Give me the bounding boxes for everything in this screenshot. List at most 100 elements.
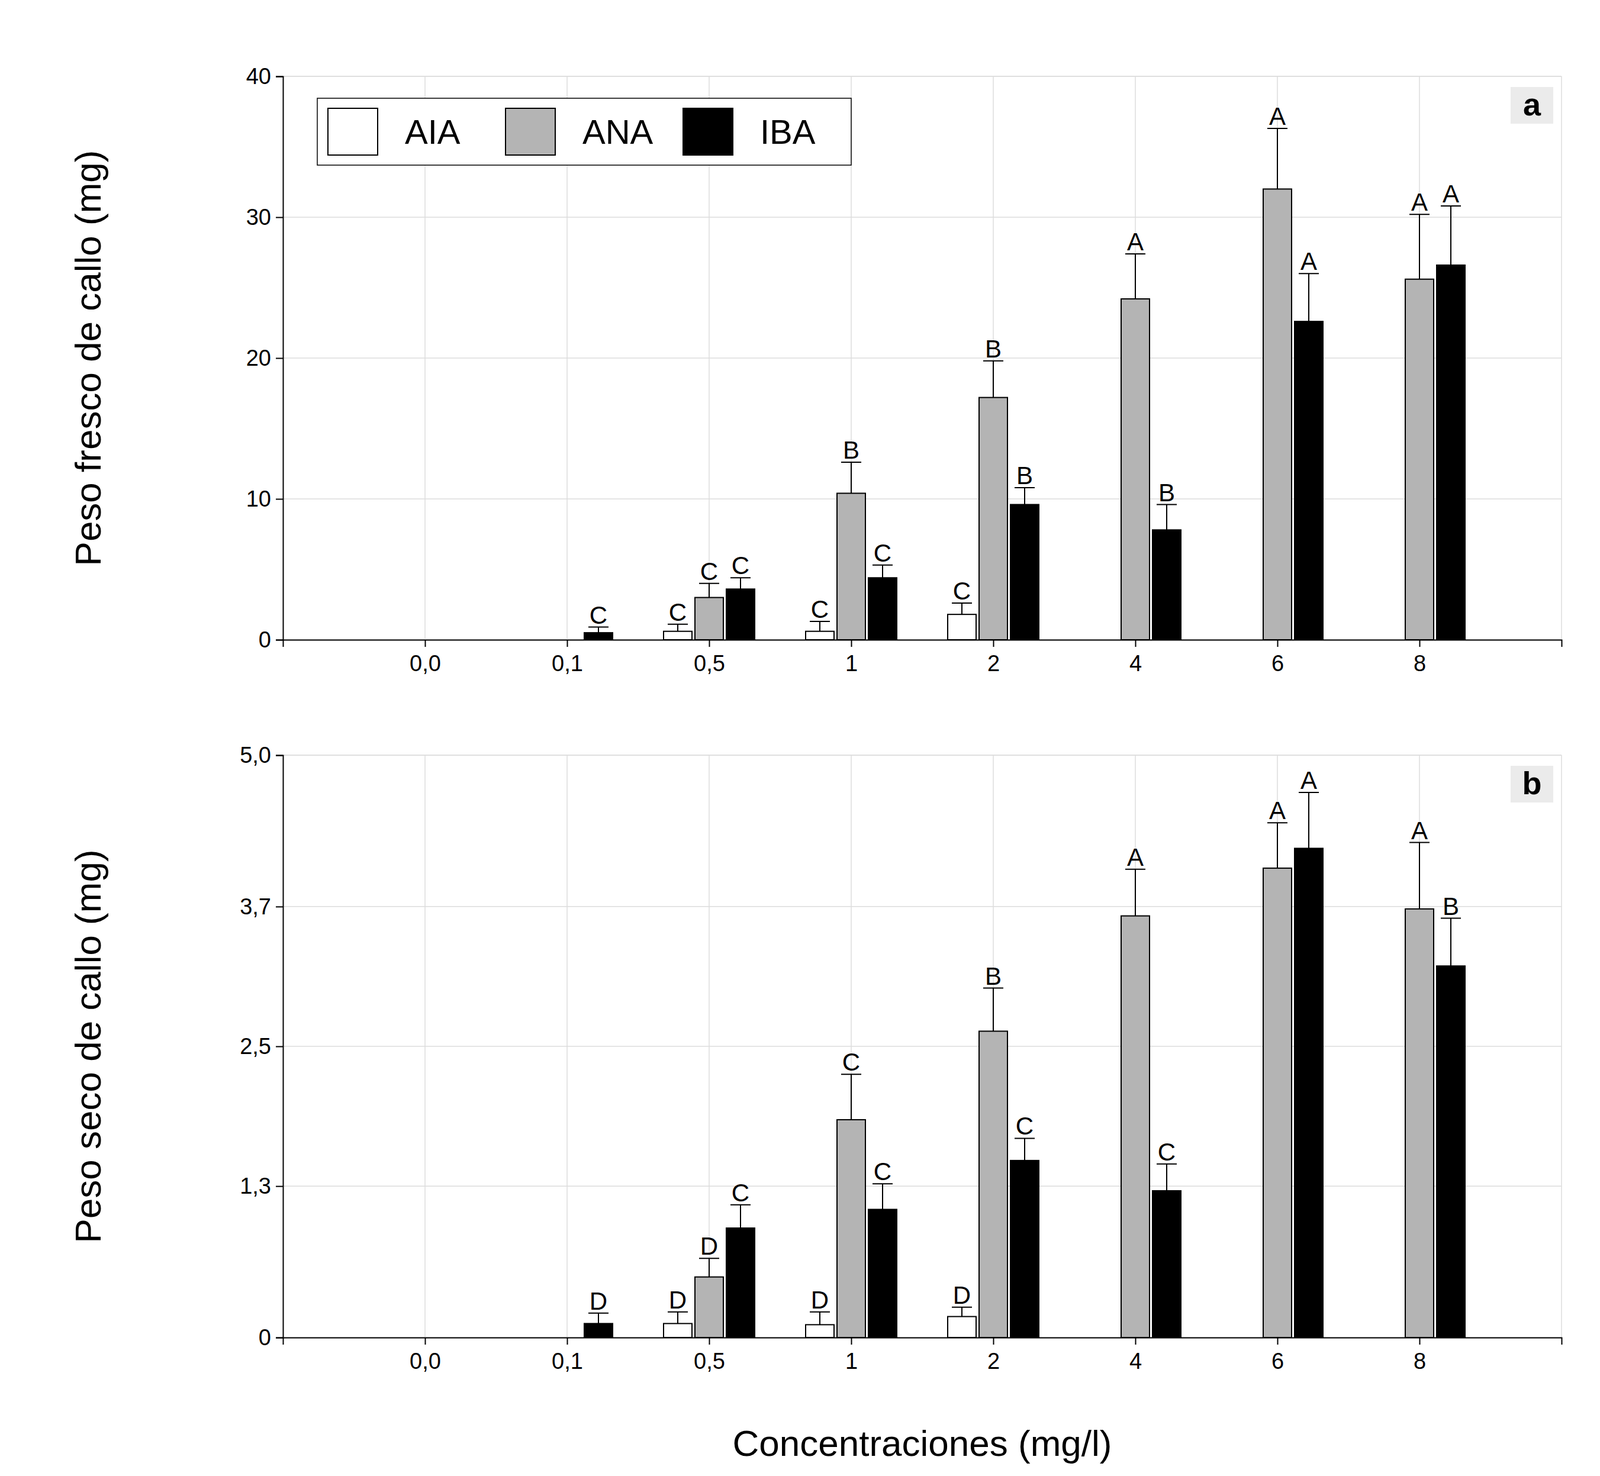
significance-letter: A: [1300, 766, 1318, 795]
legend-label: AIA: [404, 112, 461, 151]
y-tick-mark: [275, 1337, 283, 1339]
legend: AIAANAIBA: [317, 98, 852, 166]
legend-swatch: [505, 108, 556, 156]
error-stem: [1308, 792, 1310, 849]
bar: [947, 614, 977, 640]
y-tick: 5,0: [239, 742, 283, 768]
error-stem: [1024, 487, 1026, 505]
x-tick-mark: [1277, 639, 1279, 647]
x-tick-mark: [1277, 1337, 1279, 1345]
marks: [584, 792, 1466, 1338]
bar: [1405, 279, 1434, 640]
error-bar: [730, 1205, 751, 1229]
error-bar: [983, 988, 1004, 1032]
bar: [1121, 298, 1150, 640]
x-tick: 6: [1271, 639, 1284, 676]
bar: [584, 632, 613, 640]
significance-letter: C: [953, 577, 971, 605]
error-bar: [841, 462, 862, 494]
grid-line-y: [282, 906, 1562, 908]
error-stem: [850, 462, 852, 494]
significance-letter: C: [700, 557, 719, 586]
significance-letter: C: [842, 1048, 861, 1077]
error-stem: [1134, 869, 1136, 917]
significance-letter: C: [1157, 1138, 1176, 1167]
error-stem: [1166, 504, 1168, 531]
bar: [1294, 848, 1323, 1338]
bar: [694, 597, 724, 640]
error-stem: [708, 583, 710, 598]
bar: [1436, 966, 1466, 1338]
grid-line-y: [282, 754, 1562, 756]
bar: [584, 1323, 613, 1338]
error-bar: [1267, 128, 1288, 189]
x-tick-mark: [425, 639, 427, 647]
panel-label: b: [1510, 765, 1554, 803]
x-tick-mark: [1135, 1337, 1137, 1345]
y-tick-mark: [275, 76, 283, 78]
error-stem: [1166, 1164, 1168, 1191]
y-tick: 3,7: [239, 894, 283, 920]
error-stem: [739, 1205, 742, 1229]
bar: [726, 588, 755, 640]
x-tick-mark: [709, 1337, 711, 1345]
bar: [868, 1209, 897, 1338]
y-tick-label: 30: [246, 204, 272, 230]
significance-letter: B: [984, 335, 1002, 363]
x-axis-line: [283, 1338, 1563, 1346]
y-tick-mark: [275, 499, 283, 501]
grid-line-x: [424, 755, 426, 1338]
error-stem: [1024, 1138, 1026, 1161]
error-bar: [699, 583, 720, 598]
bar: [1121, 916, 1150, 1338]
significance-letter: C: [873, 1157, 892, 1186]
x-tick-label: 8: [1413, 651, 1426, 676]
x-tick-label: 4: [1129, 651, 1142, 676]
x-axis: 0,00,10,512468: [283, 1337, 1563, 1374]
panel: CCCCBBAAACCCBBAA0102030400,00,10,512468P…: [67, 63, 1563, 676]
x-tick-label: 8: [1413, 1349, 1426, 1374]
y-tick-mark: [275, 755, 283, 757]
legend-swatch: [683, 108, 733, 156]
error-stem: [1450, 205, 1452, 266]
error-stem: [992, 988, 994, 1032]
significance-letter: B: [1158, 478, 1175, 507]
y-tick-mark: [275, 1186, 283, 1188]
x-tick: 4: [1129, 1337, 1142, 1374]
error-bar: [1440, 205, 1461, 266]
bar: [726, 1228, 755, 1338]
error-stem: [1276, 822, 1278, 869]
x-axis-line: [283, 640, 1563, 648]
x-tick: 0,5: [693, 639, 726, 676]
y-tick-label: 40: [246, 63, 272, 89]
y-tick-mark: [275, 358, 283, 360]
significance-letter: A: [1269, 102, 1286, 131]
significance-letter: A: [1127, 843, 1144, 872]
x-tick-label: 2: [987, 651, 1000, 676]
y-axis: 01,32,53,75,0: [239, 742, 283, 1351]
bar: [1436, 265, 1466, 640]
y-tick-label: 5,0: [239, 742, 272, 768]
x-tick: 8: [1413, 639, 1426, 676]
significance-letter: C: [810, 595, 829, 624]
error-bar: [1298, 792, 1319, 849]
x-tick-label: 2: [987, 1349, 1000, 1374]
x-tick: 2: [987, 639, 1000, 676]
significance-letter: C: [731, 1179, 750, 1207]
x-tick-mark: [993, 1337, 995, 1345]
x-tick: 6: [1271, 1337, 1284, 1374]
annotations: CCCCBBAAACCCBBAA: [589, 102, 1460, 630]
error-bar: [872, 1183, 893, 1210]
y-tick-mark: [275, 639, 283, 642]
significance-letter: D: [700, 1232, 719, 1261]
x-tick: 0,1: [551, 639, 584, 676]
y-tick-label: 10: [246, 486, 272, 512]
x-tick-mark: [567, 639, 569, 647]
error-stem: [992, 361, 994, 398]
bar: [1010, 1160, 1039, 1338]
y-tick-label: 3,7: [239, 894, 272, 920]
error-stem: [1418, 214, 1421, 279]
x-tick-label: 0,5: [693, 1349, 726, 1374]
x-tick-mark: [567, 1337, 569, 1345]
frame-right: [1560, 755, 1563, 1338]
